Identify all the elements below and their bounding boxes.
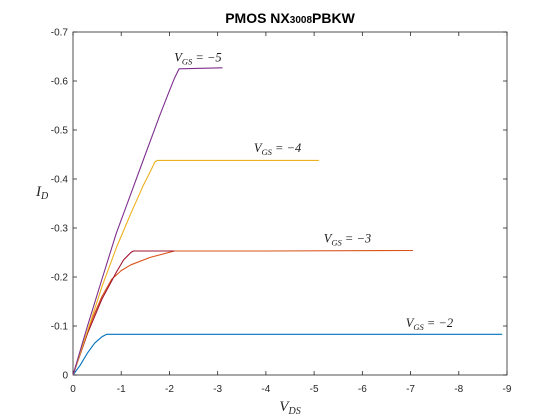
x-tick-label: -9 [503, 384, 512, 395]
x-tick-label: -5 [310, 384, 319, 395]
x-tick-label: -2 [165, 384, 174, 395]
y-tick-label: -0.1 [51, 322, 69, 333]
vgs-annotation-3: VGS = −4 [254, 141, 301, 157]
y-tick-label: 0 [62, 371, 68, 382]
plot-area [72, 31, 508, 376]
y-tick-label: -0.7 [51, 28, 69, 39]
x-tick-label: -4 [261, 384, 270, 395]
data-series [72, 67, 503, 376]
y-tick-label: -0.6 [51, 77, 69, 88]
series-line-0 [72, 333, 503, 376]
x-tick-label: -3 [213, 384, 222, 395]
curve-annotations: VGS = −2 VGS = −3 VGS = −4 VGS = −5 [174, 50, 453, 332]
y-tick-label: -0.5 [51, 126, 69, 137]
y-tick-label: -0.2 [51, 273, 69, 284]
x-tick-label: -1 [117, 384, 126, 395]
series-line-3 [72, 159, 319, 376]
x-tick-label: -6 [358, 384, 367, 395]
x-tick-label: -8 [454, 384, 463, 395]
chart-title: PMOS NX3008PBKW [225, 10, 355, 26]
vgs-annotation-4: VGS = −5 [174, 50, 221, 66]
y-tick-label: -0.4 [51, 175, 69, 186]
axis-ticks: 0 -1 -2 -3 -4 -5 -6 -7 -8 -9 0 -0.1 -0.2 -0.3 -0.4 -0.5… [51, 28, 512, 396]
x-tick-label: 0 [70, 384, 76, 395]
vgs-annotation-0: VGS = −2 [406, 316, 453, 332]
y-axis-label: ID [35, 184, 49, 202]
vgs-annotation-1: VGS = −3 [324, 232, 371, 248]
x-axis-label: VDS [279, 399, 300, 417]
series-line-4 [72, 67, 223, 376]
y-tick-label: -0.3 [51, 224, 69, 235]
series-line-2 [72, 250, 175, 376]
x-tick-label: -7 [406, 384, 415, 395]
